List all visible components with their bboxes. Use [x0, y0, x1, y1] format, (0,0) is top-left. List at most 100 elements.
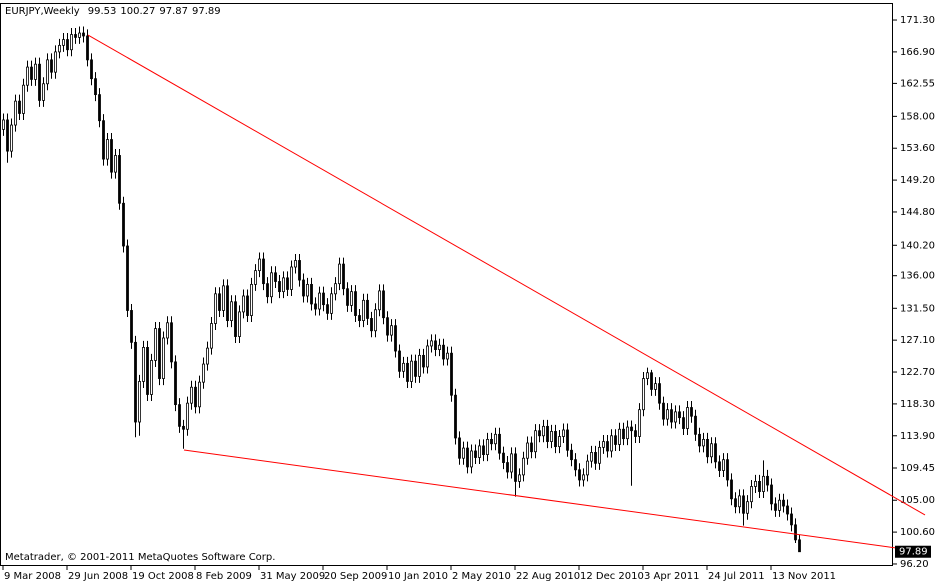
candle-body	[346, 288, 349, 306]
candle-body	[298, 260, 301, 281]
candle-body	[402, 362, 405, 372]
candle-body	[174, 361, 177, 406]
candle-body	[382, 290, 385, 319]
candle-body	[190, 386, 193, 404]
candle-body	[302, 279, 305, 297]
candle-body	[102, 120, 105, 160]
candle-body	[514, 453, 517, 482]
candle-body	[602, 441, 605, 448]
header-value: 97.87	[159, 6, 188, 17]
candle-body	[98, 94, 101, 122]
candle-body	[194, 386, 197, 408]
x-tick-label: 20 Sep 2009	[324, 571, 387, 582]
header-value: 100.27	[120, 6, 155, 17]
candle-body	[274, 272, 277, 282]
candle-body	[542, 425, 545, 437]
y-tick-label: 140.20	[900, 240, 935, 251]
candle-body	[582, 474, 585, 481]
x-tick-label: 10 Jan 2010	[388, 571, 448, 582]
candle-body	[754, 481, 757, 487]
candle-body	[206, 347, 209, 365]
candle-body	[718, 461, 721, 471]
candle-body	[338, 263, 341, 285]
candle-body	[218, 293, 221, 311]
y-tick-label: 109.45	[900, 463, 935, 474]
y-tick-label: 158.00	[900, 111, 935, 122]
candle-body	[130, 310, 133, 343]
candle-body	[518, 474, 521, 482]
candle-body	[254, 270, 257, 285]
plot-frame	[0, 3, 893, 566]
trend-line	[87, 34, 926, 516]
x-tick-label: 9 Mar 2008	[4, 571, 61, 582]
candle-body	[122, 202, 125, 247]
candle-body	[510, 453, 513, 473]
candle-body	[634, 430, 637, 437]
copyright: Metatrader, © 2001-2011 MetaQuotes Softw…	[5, 552, 275, 563]
x-tick-label: 31 May 2009	[260, 571, 325, 582]
candle-body	[566, 429, 569, 451]
price-label: 97.89	[899, 547, 928, 558]
candle-body	[742, 495, 745, 514]
candle-body	[38, 63, 41, 101]
candle-body	[58, 44, 61, 53]
x-tick-label: 13 Nov 2011	[772, 571, 836, 582]
y-tick-label: 144.80	[900, 207, 935, 218]
y-tick-label: 113.90	[900, 431, 935, 442]
x-tick-label: 8 Feb 2009	[196, 571, 252, 582]
candle-body	[622, 428, 625, 440]
candle-body	[666, 409, 669, 420]
candle-body	[154, 328, 157, 361]
candle-body	[342, 263, 345, 290]
x-tick-label: 19 Oct 2008	[132, 571, 194, 582]
candle-body	[46, 59, 49, 85]
candle-body	[714, 443, 717, 463]
candle-body	[214, 293, 217, 324]
candle-body	[170, 322, 173, 363]
candle-body	[590, 452, 593, 462]
candle-body	[522, 457, 525, 476]
candle-body	[2, 119, 5, 130]
candle-body	[702, 438, 705, 447]
candle-body	[678, 411, 681, 419]
candle-body	[178, 404, 181, 427]
candle-body	[150, 360, 153, 395]
y-tick-label: 127.10	[900, 335, 935, 346]
candle-body	[354, 291, 357, 316]
y-tick-label: 96.20	[900, 559, 929, 570]
candle-body	[650, 372, 653, 390]
candle-body	[234, 301, 237, 337]
candle-body	[434, 340, 437, 350]
candle-body	[358, 315, 361, 322]
candle-body	[538, 430, 541, 437]
y-tick-label: 162.55	[900, 78, 935, 89]
candle-body	[314, 303, 317, 310]
y-tick-label: 149.20	[900, 175, 935, 186]
candle-body	[782, 499, 785, 507]
candle-body	[794, 524, 797, 541]
candle-body	[134, 341, 137, 423]
candle-body	[162, 337, 165, 379]
price-box	[895, 545, 931, 558]
candle-body	[670, 409, 673, 423]
candle-body	[22, 84, 25, 114]
candle-body	[706, 438, 709, 458]
candle-body	[26, 66, 29, 86]
candle-body	[654, 383, 657, 390]
candle-body	[658, 383, 661, 404]
candle-body	[442, 344, 445, 360]
candle-body	[226, 285, 229, 322]
candle-body	[562, 429, 565, 437]
y-tick-label: 105.00	[900, 495, 935, 506]
y-tick-label: 100.60	[900, 527, 935, 538]
candle-body	[614, 435, 617, 445]
candle-body	[618, 428, 621, 445]
candle-body	[578, 469, 581, 481]
candle-body	[762, 475, 765, 492]
candle-body	[54, 51, 57, 73]
candle-body	[494, 433, 497, 445]
x-tick-label: 3 Apr 2011	[644, 571, 699, 582]
candle-body	[18, 100, 21, 114]
candle-body	[774, 503, 777, 511]
candle-body	[266, 283, 269, 298]
